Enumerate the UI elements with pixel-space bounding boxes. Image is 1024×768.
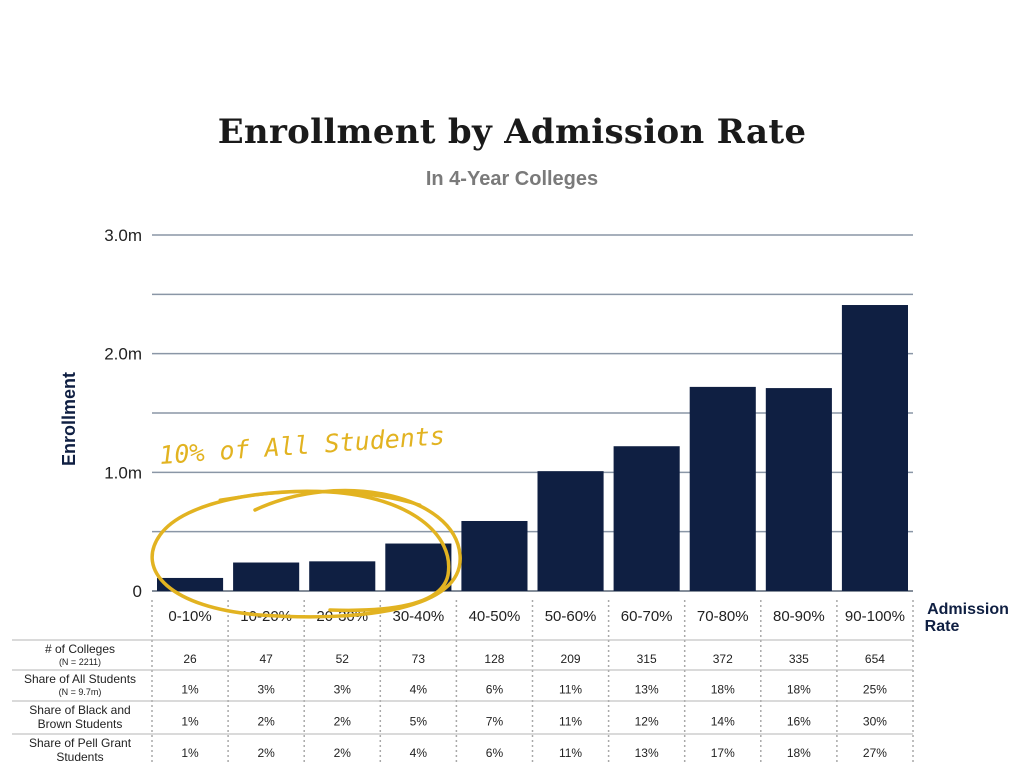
table-row-note: (N = 9.7m)	[59, 687, 102, 697]
x-tick-label: 90-100%	[845, 608, 905, 625]
table-row-label: Share of All Students	[24, 672, 136, 686]
bar	[613, 446, 680, 591]
table-cell: 6%	[486, 746, 504, 760]
table-cell: 11%	[559, 715, 582, 729]
x-tick-label: 30-40%	[392, 608, 444, 625]
x-tick-label: 60-70%	[621, 608, 673, 625]
y-tick-label: 3.0m	[104, 226, 142, 245]
bar	[385, 543, 452, 591]
y-tick-label: 0	[133, 582, 142, 601]
table-cell: 18%	[711, 683, 735, 697]
table-cell: 13%	[635, 746, 659, 760]
bar	[765, 388, 832, 591]
bar	[233, 562, 300, 591]
table-row-label-line: Brown Students	[38, 717, 123, 731]
table-row-label: # of Colleges	[45, 642, 115, 656]
table-cell: 1%	[181, 746, 199, 760]
table-cell: 2%	[334, 746, 352, 760]
x-axis-label-line: Admission	[927, 601, 1009, 618]
table-cell: 3%	[257, 683, 275, 697]
table-cell: 372	[713, 652, 733, 666]
bar	[537, 471, 604, 591]
table-cell: 18%	[787, 683, 811, 697]
x-axis-label-line: Rate	[925, 618, 960, 635]
chart-title: Enrollment by Admission Rate	[217, 112, 807, 152]
table-cell: 7%	[486, 715, 504, 729]
bar	[309, 561, 376, 591]
bar	[689, 386, 756, 591]
table-cell: 128	[484, 652, 504, 666]
table-cell: 2%	[334, 715, 352, 729]
table-cell: 1%	[181, 715, 199, 729]
table-cell: 5%	[410, 715, 428, 729]
annotation-circle	[150, 488, 462, 619]
table-cell: 6%	[486, 683, 504, 697]
table-cell: 335	[789, 652, 809, 666]
x-tick-label: 80-90%	[773, 608, 825, 625]
table-cell: 2%	[257, 715, 275, 729]
table-cell: 12%	[635, 715, 659, 729]
table-cell: 315	[637, 652, 657, 666]
table-cell: 17%	[711, 746, 735, 760]
table-cell: 1%	[181, 683, 199, 697]
bars	[157, 305, 908, 591]
annotation-text: 10% of All Students	[158, 421, 445, 470]
table-cell: 4%	[410, 683, 428, 697]
table-cell: 16%	[787, 715, 811, 729]
y-tick-label: 1.0m	[104, 463, 142, 482]
data-table: # of Colleges(N = 2211) 26 47 52 73 128 209 315…	[12, 600, 914, 764]
table-cell: 209	[561, 652, 581, 666]
table-cell: 2%	[257, 746, 275, 760]
table-row-label-line: Share of Pell Grant	[29, 736, 132, 750]
table-cell: 14%	[711, 715, 735, 729]
table-cell: 11%	[559, 683, 582, 697]
x-tick-label: 0-10%	[168, 608, 211, 625]
table-cell: 11%	[559, 746, 582, 760]
table-cell: 73	[412, 652, 426, 666]
chart-subtitle: In 4-Year Colleges	[425, 168, 599, 190]
table-row-label-line: Students	[56, 750, 103, 764]
table-cell: 3%	[334, 683, 352, 697]
bar	[461, 520, 528, 591]
x-tick-label: 40-50%	[469, 608, 521, 625]
table-cell: 654	[865, 652, 885, 666]
x-tick-label: 50-60%	[545, 608, 597, 625]
table-row-note: (N = 2211)	[59, 657, 101, 667]
table-cell: 4%	[410, 746, 428, 760]
table-cell: 26	[183, 652, 197, 666]
bar	[157, 577, 224, 591]
table-cell: 27%	[863, 746, 887, 760]
table-cell: 13%	[635, 683, 659, 697]
x-tick-label: 70-80%	[697, 608, 749, 625]
table-cell: 18%	[787, 746, 811, 760]
table-cell: 25%	[863, 683, 887, 697]
y-tick-label: 2.0m	[104, 345, 142, 364]
annotation-circle-stroke	[218, 489, 422, 507]
table-cell: 47	[259, 652, 273, 666]
table-cell: 52	[336, 652, 350, 666]
table-row-label-line: Share of Black and	[29, 703, 130, 717]
bar	[841, 305, 908, 591]
table-cell: 30%	[863, 715, 887, 729]
y-axis-label: Enrollment	[59, 372, 79, 466]
